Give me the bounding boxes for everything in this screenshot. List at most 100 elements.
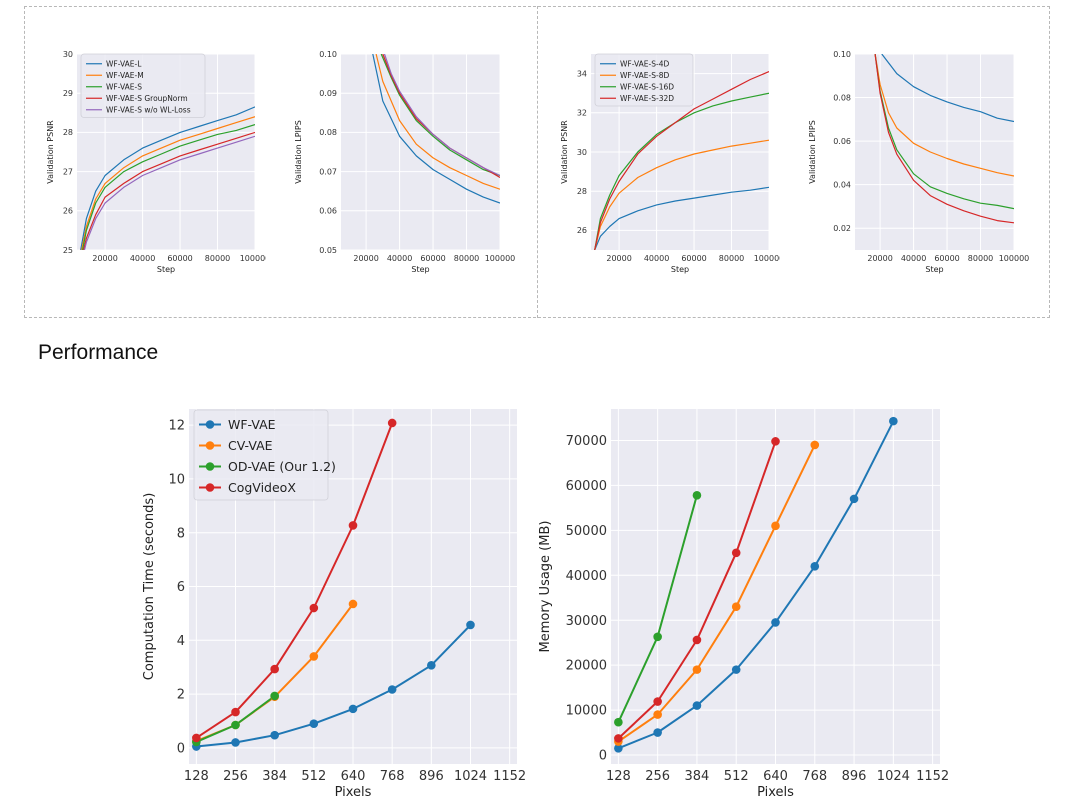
series-line-wf-vae-s-w-o-wl-loss bbox=[83, 135, 255, 250]
x-tick-label: 20000 bbox=[353, 254, 378, 263]
x-axis-label: Step bbox=[157, 265, 175, 274]
legend-label-cv-vae: CV-VAE bbox=[228, 438, 273, 453]
data-point-od-vae-our-1-2 bbox=[270, 691, 279, 701]
legend-box bbox=[193, 409, 329, 501]
series-line-wf-vae-s-8d bbox=[594, 139, 769, 250]
data-point-cogvideox bbox=[192, 733, 201, 743]
series-line-wf-vae-s-4d bbox=[881, 54, 1014, 123]
chart-psnr-model-size: 20000 40000 60000 80000 100000 25 26 27 28 29 30 St… bbox=[46, 50, 266, 274]
series-line-wf-vae-s-w-o-wl-loss bbox=[383, 54, 500, 177]
x-tick-label: 80000 bbox=[968, 254, 993, 263]
data-point-wf-vae bbox=[731, 665, 741, 674]
legend-label-wf-vae-s-4d: WF-VAE-S-4D bbox=[620, 59, 669, 68]
y-tick-label: 6 bbox=[177, 580, 185, 595]
data-point-od-vae-our-1-2 bbox=[692, 490, 702, 500]
series-group bbox=[80, 106, 255, 250]
top-figure-divider bbox=[537, 6, 538, 318]
series-line-cv-vae bbox=[617, 444, 816, 743]
x-axis-label: Pixels bbox=[335, 785, 372, 800]
y-tick-label: 0.08 bbox=[319, 128, 337, 137]
x-tick-label: 384 bbox=[685, 769, 710, 784]
x-tick-label: 1024 bbox=[454, 769, 487, 784]
y-tick-label: 30 bbox=[63, 50, 73, 59]
legend-label-wf-vae: WF-VAE bbox=[228, 417, 276, 432]
legend-marker-cv-vae bbox=[205, 441, 215, 450]
data-point-cogvideox bbox=[614, 734, 623, 743]
series-line-wf-vae-m bbox=[375, 54, 500, 190]
legend-box bbox=[594, 53, 694, 107]
series-line-wf-vae bbox=[618, 420, 895, 750]
data-point-wf-vae bbox=[466, 620, 475, 630]
data-point-od-vae-our-1-2 bbox=[614, 717, 623, 727]
legend-label-wf-vae-s-groupnorm: WF-VAE-S GroupNorm bbox=[106, 94, 188, 103]
y-tick-label: 0.06 bbox=[319, 207, 337, 216]
x-tick-label: 40000 bbox=[387, 254, 412, 263]
x-tick-label: 60000 bbox=[681, 254, 706, 263]
y-tick-label: 28 bbox=[577, 187, 587, 196]
x-tick-label: 128 bbox=[606, 769, 631, 784]
series-line-wf-vae-s-32d bbox=[594, 71, 769, 250]
y-tick-label: 26 bbox=[63, 207, 73, 216]
y-tick-label: 10000 bbox=[566, 704, 607, 719]
y-tick-label: 34 bbox=[577, 69, 587, 78]
data-point-cogvideox bbox=[692, 635, 702, 645]
series-line-wf-vae-s-16d bbox=[874, 54, 1014, 210]
y-axis-label: Computation Time (seconds) bbox=[142, 493, 157, 681]
x-axis-label: Pixels bbox=[757, 785, 794, 800]
x-tick-label: 1152 bbox=[916, 769, 949, 784]
data-point-cv-vae bbox=[810, 440, 820, 450]
plot-area bbox=[855, 54, 1014, 250]
series-line-wf-vae-s-32d bbox=[874, 54, 1014, 224]
x-tick-label: 384 bbox=[262, 769, 287, 784]
x-tick-label: 640 bbox=[763, 769, 788, 784]
legend-marker-od-vae-our-1-2 bbox=[205, 462, 215, 471]
data-point-wf-vae bbox=[810, 561, 820, 571]
y-tick-label: 0 bbox=[177, 741, 185, 756]
data-point-cogvideox bbox=[653, 697, 662, 706]
x-tick-label: 100000 bbox=[754, 254, 780, 263]
series-line-wf-vae-m bbox=[81, 116, 255, 250]
series-group bbox=[594, 71, 769, 250]
x-tick-label: 768 bbox=[802, 769, 827, 784]
series-line-cogvideox bbox=[195, 422, 394, 739]
x-tick-label: 1152 bbox=[493, 769, 526, 784]
y-tick-label: 0.08 bbox=[833, 93, 851, 102]
y-axis-label: Memory Usage (MB) bbox=[538, 521, 553, 653]
data-point-cogvideox bbox=[731, 548, 741, 558]
series-line-wf-vae-s bbox=[380, 54, 500, 177]
y-tick-label: 0.04 bbox=[833, 180, 851, 189]
series-line-wf-vae-l bbox=[372, 54, 500, 204]
x-tick-label: 896 bbox=[419, 769, 444, 784]
x-tick-label: 256 bbox=[645, 769, 670, 784]
x-axis-label: Step bbox=[925, 265, 943, 274]
x-tick-label: 80000 bbox=[205, 254, 230, 263]
series-line-wf-vae-s-16d bbox=[594, 92, 769, 250]
x-tick-label: 1024 bbox=[877, 769, 910, 784]
data-point-wf-vae bbox=[849, 494, 859, 504]
chart-computation-time: 128 256 384 512 640 768 896 1024 1152 0 2 4 6 8 10 12 Pi… bbox=[142, 409, 526, 800]
data-point-od-vae-our-1-2 bbox=[231, 720, 240, 730]
y-tick-label: 60000 bbox=[566, 479, 607, 494]
legend-box bbox=[80, 53, 206, 118]
x-tick-label: 20000 bbox=[606, 254, 631, 263]
y-tick-label: 40000 bbox=[566, 569, 607, 584]
x-tick-label: 100000 bbox=[240, 254, 266, 263]
y-tick-label: 4 bbox=[177, 634, 185, 649]
y-tick-label: 20000 bbox=[566, 659, 607, 674]
data-point-cv-vae bbox=[348, 599, 358, 609]
chart-lpips-model-size: 20000 40000 60000 80000 100000 0.05 0.06 0.07 0.… bbox=[294, 50, 515, 274]
series-line-wf-vae-s-8d bbox=[874, 54, 1014, 177]
series-line-wf-vae-s-groupnorm bbox=[83, 131, 255, 250]
legend-label-wf-vae-m: WF-VAE-M bbox=[106, 71, 144, 80]
data-point-cogvideox bbox=[270, 664, 279, 674]
data-point-cogvideox bbox=[348, 521, 358, 530]
legend-label-od-vae-our-1-2: OD-VAE (Our 1.2) bbox=[228, 459, 336, 474]
data-point-cogvideox bbox=[771, 437, 780, 446]
chart-lpips-latent-dim: 20000 40000 60000 80000 100000 0.02 0.04 0.06 0.… bbox=[808, 50, 1029, 274]
y-tick-label: 12 bbox=[168, 419, 185, 434]
y-tick-label: 29 bbox=[63, 89, 73, 98]
y-tick-label: 0.10 bbox=[319, 50, 337, 59]
y-tick-label: 25 bbox=[63, 246, 73, 255]
y-axis-label: Validation LPIPS bbox=[294, 120, 303, 184]
data-point-cv-vae bbox=[731, 602, 741, 612]
